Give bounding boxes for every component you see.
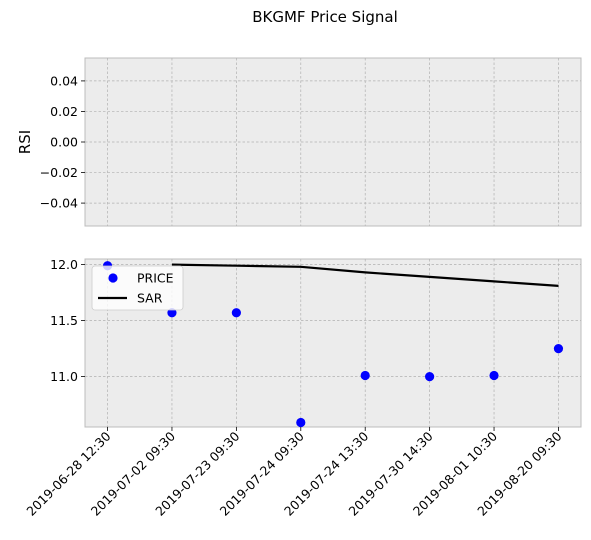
y-tick-label: 0.04 (50, 73, 78, 88)
legend: PRICE SAR (91, 265, 184, 311)
y-tick-label: 0.00 (50, 135, 78, 150)
rsi-y-axis-label: RSI (16, 130, 34, 154)
price-point (489, 370, 499, 381)
price-point (425, 372, 435, 382)
price-point (553, 344, 564, 354)
rsi-panel: 0.04 0.02 0.00 −0.02 −0.04 RSI (16, 57, 582, 227)
y-tick-label: −0.02 (40, 165, 78, 180)
price-point (231, 308, 241, 318)
legend-label: PRICE (137, 271, 174, 286)
legend-label: SAR (137, 291, 163, 306)
y-tick-label: 11.0 (50, 369, 78, 384)
y-tick-label: 12.0 (50, 257, 78, 272)
sar-line (171, 263, 559, 287)
price-point (296, 417, 306, 428)
rsi-grid (85, 58, 581, 226)
legend-price-marker (108, 273, 118, 283)
price-panel: 12.0 11.5 11.0 2019-06-28 12:302019-07-02 … (23, 257, 582, 519)
price-point (167, 308, 177, 318)
price-y-ticks: 12.0 11.5 11.0 (50, 257, 85, 384)
chart-title: BKGMF Price Signal (252, 8, 398, 26)
y-tick-label: −0.04 (40, 196, 78, 211)
rsi-y-ticks: 0.04 0.02 0.00 −0.02 −0.04 (40, 73, 85, 211)
y-tick-label: 11.5 (50, 313, 78, 328)
y-tick-label: 0.02 (50, 104, 78, 119)
price-series (102, 261, 564, 428)
price-point (360, 370, 370, 381)
